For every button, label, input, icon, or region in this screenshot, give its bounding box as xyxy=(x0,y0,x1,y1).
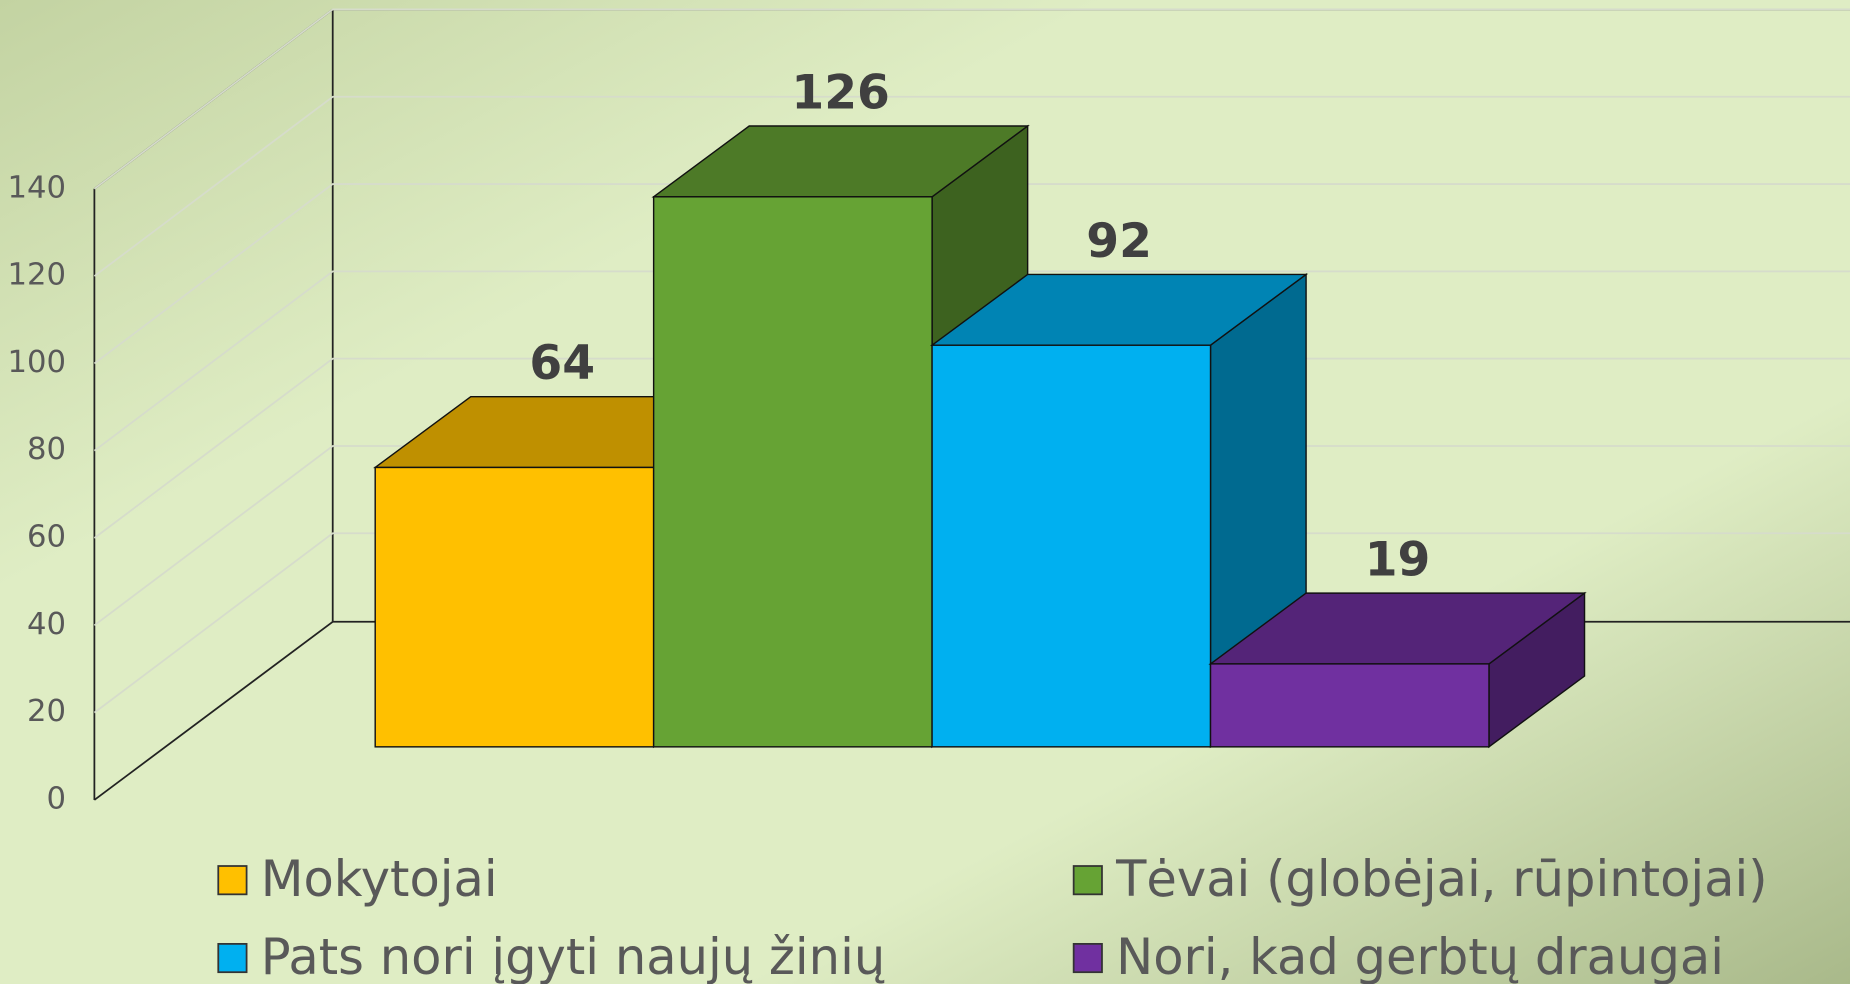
bar xyxy=(1209,663,1490,748)
y-tick-label: 20 xyxy=(27,694,66,729)
legend-swatch xyxy=(1072,942,1103,974)
legend-label: Pats nori įgyti naujų žinių xyxy=(261,928,886,984)
y-tick-label: 140 xyxy=(8,170,67,205)
y-tick-label: 0 xyxy=(47,781,67,816)
y-tick-label: 100 xyxy=(8,345,67,380)
bar xyxy=(652,196,933,748)
bar xyxy=(931,344,1212,748)
grid-line xyxy=(93,95,1850,277)
grid-line xyxy=(93,183,1850,365)
grid-line xyxy=(93,8,1850,190)
grid-line xyxy=(93,445,1850,627)
legend-label: Tėvai (globėjai, rūpintojai) xyxy=(1115,850,1768,908)
legend-label: Mokytojai xyxy=(261,850,498,908)
y-tick-label: 40 xyxy=(27,607,66,642)
y-tick-label: 60 xyxy=(27,520,66,555)
grid-line xyxy=(93,532,1850,714)
legend-swatch xyxy=(217,942,248,974)
y-tick-label: 80 xyxy=(27,432,66,467)
legend-swatch xyxy=(1072,865,1103,896)
legend-label: Nori, kad gerbtų draugai xyxy=(1116,928,1724,984)
value-label: 92 xyxy=(1086,214,1152,269)
bar xyxy=(374,466,655,748)
value-label: 126 xyxy=(791,65,890,120)
grid-line xyxy=(93,270,1850,452)
value-label: 64 xyxy=(529,336,595,391)
value-label: 19 xyxy=(1365,532,1431,587)
y-tick-label: 120 xyxy=(8,258,67,293)
legend-swatch xyxy=(217,865,248,896)
grid-line xyxy=(93,357,1850,539)
